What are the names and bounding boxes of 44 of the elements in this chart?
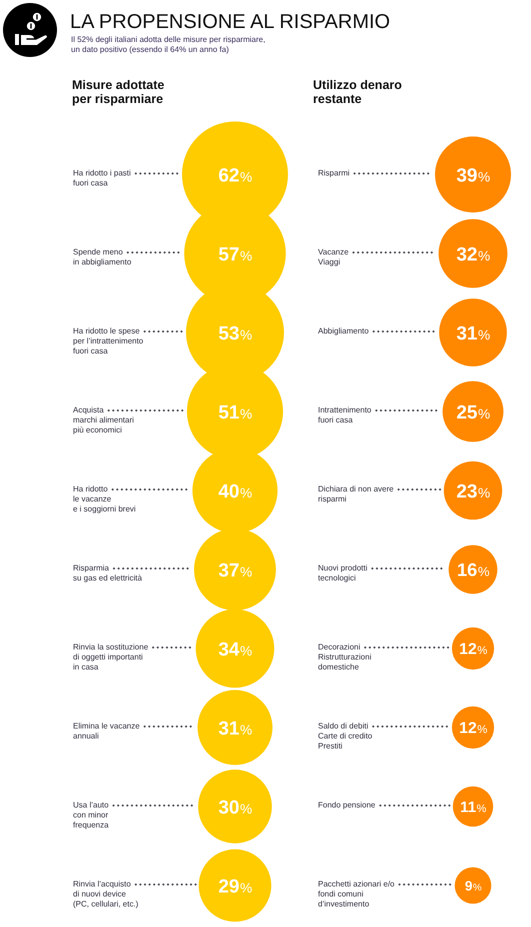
category-label: Ha ridotto le vacanze e i soggiorni brevi xyxy=(73,484,136,514)
data-label: 53% xyxy=(218,323,252,344)
category-label: Vacanze Viaggi xyxy=(318,248,350,267)
data-label: 12% xyxy=(459,641,488,658)
category-label: Nuovi prodotti tecnologici xyxy=(318,564,368,583)
data-label: 62% xyxy=(218,165,252,186)
category-label: Ha ridotto le spese per l’intrattenimento fuori casa xyxy=(73,326,144,356)
category-label: Fondo pensione xyxy=(318,800,376,810)
category-label: Spende meno in abbigliamento xyxy=(73,248,132,267)
category-label: Saldo di debiti Carte di credito Prestiti xyxy=(318,722,373,751)
data-label: 25% xyxy=(456,402,490,424)
data-label: 30% xyxy=(218,797,252,818)
text: LA PROPENSIONE AL RISPARMIO xyxy=(70,10,390,34)
category-label: Risparmia su gas ed elettricità xyxy=(73,564,142,583)
text: Misure adottate per risparmiare xyxy=(72,78,166,106)
data-label: 31% xyxy=(456,323,490,344)
category-label: Abbigliamento xyxy=(318,326,370,336)
text: Il 52% degli italiani adotta delle misure per risparmiare, un dato positivo (essendo il 64% un anno fa) xyxy=(71,35,266,55)
data-label: 31% xyxy=(218,718,252,740)
data-label: 40% xyxy=(218,481,252,502)
category-label: Usa l’auto con minor frequenza xyxy=(73,800,110,830)
data-label: 37% xyxy=(218,560,252,582)
data-label: 39% xyxy=(456,165,490,186)
category-label: Acquista marchi alimentari più economici xyxy=(73,406,134,435)
category-label: Intrattenimento fuori casa xyxy=(318,406,372,425)
category-label: Rinvia la sostituzione di oggetti importanti in casa xyxy=(73,642,149,672)
data-label: 16% xyxy=(457,559,490,580)
data-label: 11% xyxy=(460,798,487,816)
data-label: 57% xyxy=(218,244,252,266)
text: Utilizzo denaro restante xyxy=(313,78,403,106)
category-label: Dichiara di non avere risparmi xyxy=(318,484,394,504)
category-label: Ha ridotto i pasti fuori casa xyxy=(73,168,132,188)
category-label: Decorazioni Ristrutturazioni domestiche xyxy=(318,642,372,672)
data-label: 12% xyxy=(459,720,488,738)
category-label: Elimina le vacanze annuali xyxy=(73,722,140,741)
category-label: Rinvia l’acquisto di nuovi device (PC, cellulari, etc.) xyxy=(73,880,139,909)
data-label: 32% xyxy=(456,244,490,266)
category-label: Risparmi xyxy=(318,168,350,178)
data-label: 23% xyxy=(456,481,490,502)
data-label: 34% xyxy=(218,639,252,660)
data-label: 9% xyxy=(464,878,482,894)
data-label: 29% xyxy=(218,876,252,898)
data-label: 51% xyxy=(218,402,252,424)
category-label: Pacchetti azionari e/o fondi comuni d’investimento xyxy=(318,880,396,909)
